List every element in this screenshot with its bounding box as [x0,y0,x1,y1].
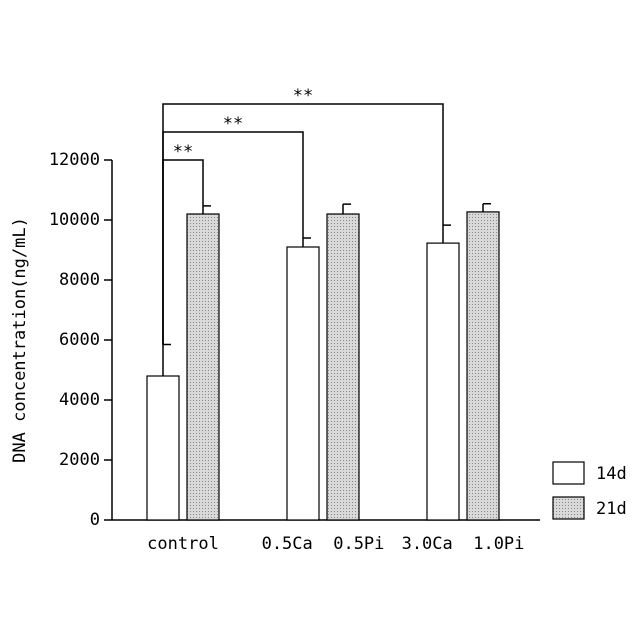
error-bar [483,204,491,212]
bar [327,214,359,520]
significance-bracket [163,132,303,345]
error-bar [163,345,171,377]
error-bar [203,206,211,214]
legend-label: 14d [596,464,627,484]
error-bar [343,204,351,214]
legend-swatch [553,462,584,484]
y-axis-label: DNA concentration(ng/mL) [10,217,30,463]
bar [427,243,459,520]
x-tick-label: 0.5Ca 0.5Pi [262,534,385,554]
legend-label: 21d [596,499,627,519]
x-tick-label: 3.0Ca 1.0Pi [402,534,525,554]
y-tick-label: 12000 [49,150,100,170]
y-tick-label: 10000 [49,210,100,230]
significance-label: ** [293,86,313,106]
bar [187,214,219,520]
bar [467,212,499,520]
significance-label: ** [173,142,193,162]
x-tick-label: control [147,534,219,554]
y-tick-label: 4000 [59,390,100,410]
y-tick-label: 6000 [59,330,100,350]
y-tick-label: 8000 [59,270,100,290]
y-tick-label: 2000 [59,450,100,470]
error-bar [443,225,451,243]
significance-label: ** [223,114,243,134]
chart: DNA concentration(ng/mL) 0 2000 4000 6000 80… [0,0,640,640]
bar [147,376,179,520]
legend-swatch [553,497,584,519]
bar [287,247,319,520]
y-tick-label: 0 [90,510,100,530]
error-bar [303,238,311,247]
